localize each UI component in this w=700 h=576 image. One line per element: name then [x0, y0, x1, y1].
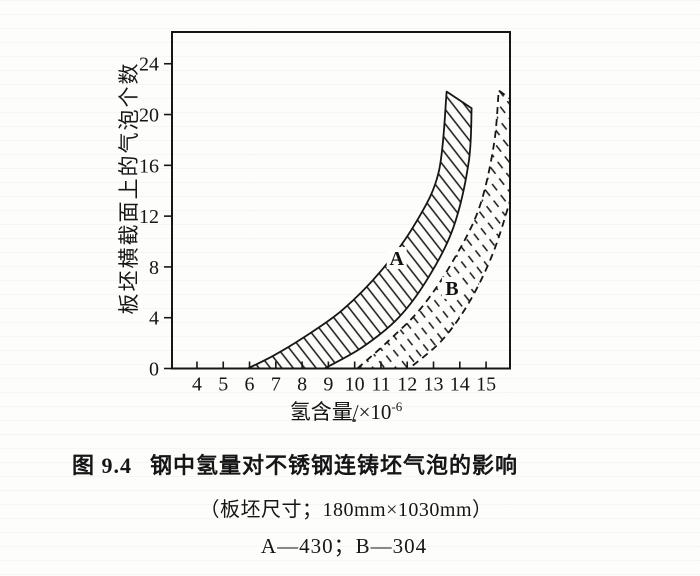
x-axis-label: 氢含量/×10-6 — [290, 396, 403, 426]
x-tick-label: 14 — [450, 374, 470, 396]
figure-title: 钢中氢量对不锈钢连铸坯气泡的影响 — [150, 453, 519, 478]
y-tick-label: 4 — [149, 308, 159, 330]
y-tick-label: 24 — [139, 54, 159, 76]
x-tick-label: 10 — [345, 374, 365, 396]
x-tick-label: 15 — [476, 374, 496, 396]
scan-speck — [352, 419, 356, 422]
plot-frame — [171, 31, 511, 370]
y-tick-label: 12 — [139, 206, 159, 228]
figure-series-note: A—430；B—304 — [260, 534, 428, 558]
x-axis-exponent: -6 — [391, 399, 403, 414]
x-axis-label-text: 氢含量/×10 — [289, 400, 392, 424]
band-label-B: B — [445, 278, 458, 300]
x-tick-label: 12 — [397, 374, 417, 396]
x-tick-label: 6 — [245, 374, 255, 396]
band-label-A: A — [389, 248, 404, 270]
x-tick-label: 8 — [297, 374, 307, 396]
band-A — [246, 90, 473, 369]
x-tick-label: 7 — [271, 374, 281, 396]
band-label-backing-A — [386, 247, 407, 270]
x-tick-label: 9 — [323, 374, 333, 396]
y-tick-label: 20 — [139, 105, 159, 127]
y-tick-label: 8 — [149, 257, 159, 279]
figure-size-note: （板坯尺寸；180mm×1030mm） — [199, 499, 493, 521]
x-tick-label: 11 — [371, 374, 390, 396]
x-tick-label: 4 — [192, 374, 202, 396]
band-B — [356, 89, 510, 369]
x-tick-label: 13 — [424, 374, 444, 396]
figure-number: 图 9.4 — [72, 453, 133, 478]
y-axis-label: 板坯横截面上的气泡个数 — [117, 61, 141, 315]
figure-caption: 图 9.4 钢中氢量对不锈钢连铸坯气泡的影响 — [72, 448, 518, 480]
x-tick-label: 5 — [218, 374, 228, 396]
y-tick-label: 0 — [149, 359, 159, 381]
y-tick-label: 16 — [139, 155, 159, 177]
band-label-backing-B — [441, 276, 462, 299]
